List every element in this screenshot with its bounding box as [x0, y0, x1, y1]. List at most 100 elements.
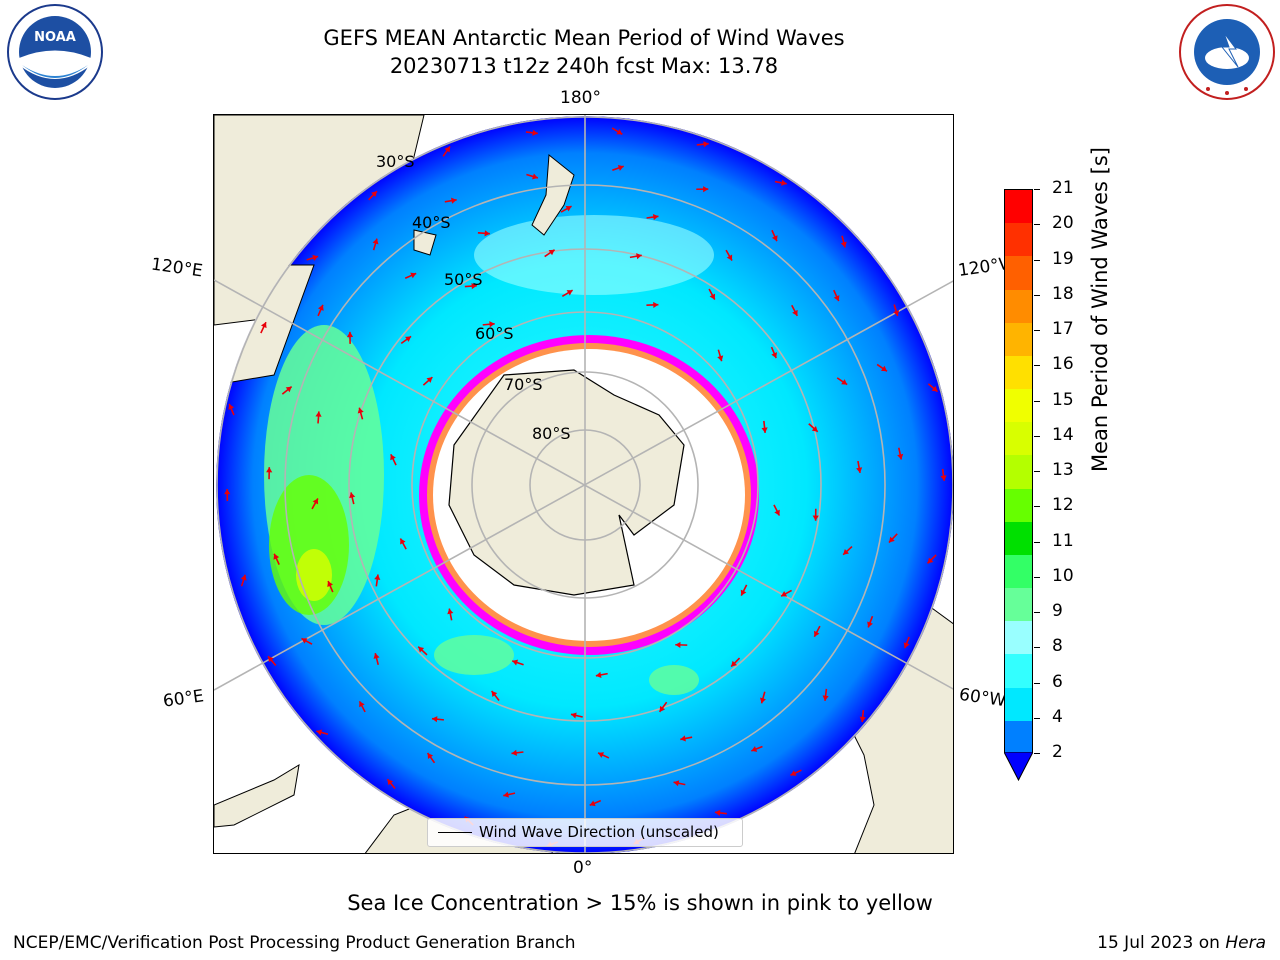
wave-direction-arrowhead [349, 492, 356, 499]
colorbar-tick [1034, 330, 1040, 331]
wave-direction-arrowhead [759, 697, 766, 704]
colorbar-segment [1005, 654, 1032, 689]
noaa-logo: NOAA [6, 3, 104, 101]
colorbar-tick-label: 16 [1052, 354, 1074, 375]
colorbar-segment [1005, 488, 1032, 523]
colorbar-tick-label: 4 [1052, 706, 1063, 727]
lon-label-180: 180° [560, 88, 601, 108]
wave-direction-arrowhead [781, 179, 787, 186]
wave-direction-arrowhead [317, 304, 324, 311]
colorbar-segment [1005, 322, 1032, 357]
wave-direction-arrowhead [840, 241, 847, 248]
wind-wave-arrows [224, 127, 947, 848]
wave-direction-arrowhead [811, 425, 818, 432]
colorbar-tick [1034, 753, 1040, 754]
wave-direction-arrowhead [418, 646, 425, 653]
colorbar-tick-label: 10 [1052, 565, 1074, 586]
wave-direction-arrowhead [512, 659, 519, 666]
wave-direction-arrowhead [703, 141, 709, 148]
wave-direction-arrowhead [390, 454, 396, 461]
wave-direction-arrowhead [315, 411, 322, 417]
wave-direction-arrowhead [316, 729, 323, 736]
colorbar-tick [1034, 224, 1040, 226]
wave-direction-arrowhead [372, 238, 379, 245]
legend-line-swatch [438, 832, 472, 833]
wave-direction-arrowhead [726, 254, 733, 261]
lat-label-30s: 30°S [376, 152, 415, 171]
wave-direction-arrowhead [431, 716, 438, 723]
lon-label-60e: 60°E [161, 686, 206, 712]
colorbar-tick-label: 9 [1052, 601, 1063, 621]
wave-direction-arrowhead [489, 321, 495, 328]
wave-direction-arrowhead [371, 191, 377, 198]
colorbar-tick [1034, 682, 1040, 684]
wave-direction-arrowhead [652, 213, 659, 221]
colorbar-tick [1034, 294, 1040, 296]
wave-direction-arrowhead [751, 746, 758, 752]
colorbar-tick [1034, 189, 1040, 190]
colorbar-tick [1034, 506, 1040, 508]
wave-direction-arrowhead [228, 403, 235, 410]
wave-direction-arrowhead [503, 791, 509, 798]
svg-text:NOAA: NOAA [34, 30, 76, 45]
colorbar-tick-label: 18 [1052, 283, 1074, 304]
wave-direction-arrowhead [426, 377, 433, 383]
wave-direction-arrowhead [266, 467, 273, 473]
wave-direction-arrowhead [771, 235, 778, 242]
wave-direction-arrowhead [373, 653, 380, 659]
wave-direction-arrowhead [484, 230, 490, 237]
colorbar-tick [1034, 435, 1040, 437]
wave-direction-arrowhead [822, 695, 829, 701]
wave-direction-arrowhead [273, 553, 280, 560]
colorbar-tick-label: 20 [1052, 213, 1074, 234]
wave-direction-arrowhead [357, 407, 364, 414]
wave-direction-arrowhead [888, 536, 895, 543]
wave-direction-arrowhead [447, 608, 454, 615]
wave-direction-arrowhead [709, 293, 716, 300]
footer-date: 15 Jul 2023 on Hera [1097, 933, 1266, 953]
wave-direction-arrowhead [740, 589, 747, 596]
chart-title: GEFS MEAN Antarctic Mean Period of Wind … [323, 26, 845, 50]
colorbar-tick [1034, 647, 1040, 649]
wave-direction-arrowhead [927, 557, 934, 564]
wave-direction-arrowhead [790, 770, 797, 776]
wave-direction-arrowhead [374, 574, 381, 580]
wave-direction-arrowhead [566, 290, 573, 296]
wave-direction-arrowhead [491, 691, 498, 697]
colorbar-tick-label: 14 [1052, 424, 1074, 445]
colorbar-segment [1005, 621, 1032, 655]
wave-direction-arrowhead [659, 705, 666, 712]
colorbar-extend-arrow [1004, 752, 1033, 782]
wave-direction-arrowhead [781, 591, 788, 597]
lon-label-0: 0° [573, 858, 593, 878]
colorbar-segment [1005, 455, 1032, 490]
colorbar-segment [1005, 190, 1032, 224]
colorbar-tick [1034, 400, 1040, 402]
wave-direction-arrowhead [511, 749, 517, 756]
wave-direction-arrowhead [931, 385, 938, 392]
wave-direction-arrowhead [595, 671, 602, 678]
colorbar-tick-label: 19 [1052, 248, 1074, 269]
wave-direction-arrowhead [761, 427, 768, 433]
wave-direction-arrowhead [444, 146, 451, 153]
lat-label-80s: 80°S [532, 424, 571, 443]
wave-direction-arrowhead [400, 538, 406, 545]
colorbar-title: Mean Period of Wind Waves [s] [1088, 147, 1112, 472]
wave-direction-arrowhead [774, 509, 780, 516]
wave-direction-arrowhead [940, 475, 947, 481]
wave-direction-arrowhead [312, 498, 319, 505]
colorbar-segment [1005, 687, 1032, 722]
wave-direction-arrowhead [893, 310, 900, 317]
wave-direction-arrowhead [598, 752, 605, 758]
wave-direction-arrowhead [856, 467, 863, 473]
footer-credit: NCEP/EMC/Verification Post Processing Pr… [13, 933, 576, 953]
colorbar-tick-label: 2 [1052, 742, 1063, 762]
colorbar-segment [1005, 720, 1032, 755]
wave-direction-arrowhead [410, 272, 417, 279]
colorbar-segment [1005, 289, 1032, 324]
footer-host: Hera [1225, 933, 1266, 953]
wave-direction-arrowhead [843, 548, 850, 555]
wave-direction-arrowhead [881, 365, 887, 372]
colorbar-segment [1005, 223, 1032, 257]
wave-direction-arrowhead [617, 165, 624, 171]
